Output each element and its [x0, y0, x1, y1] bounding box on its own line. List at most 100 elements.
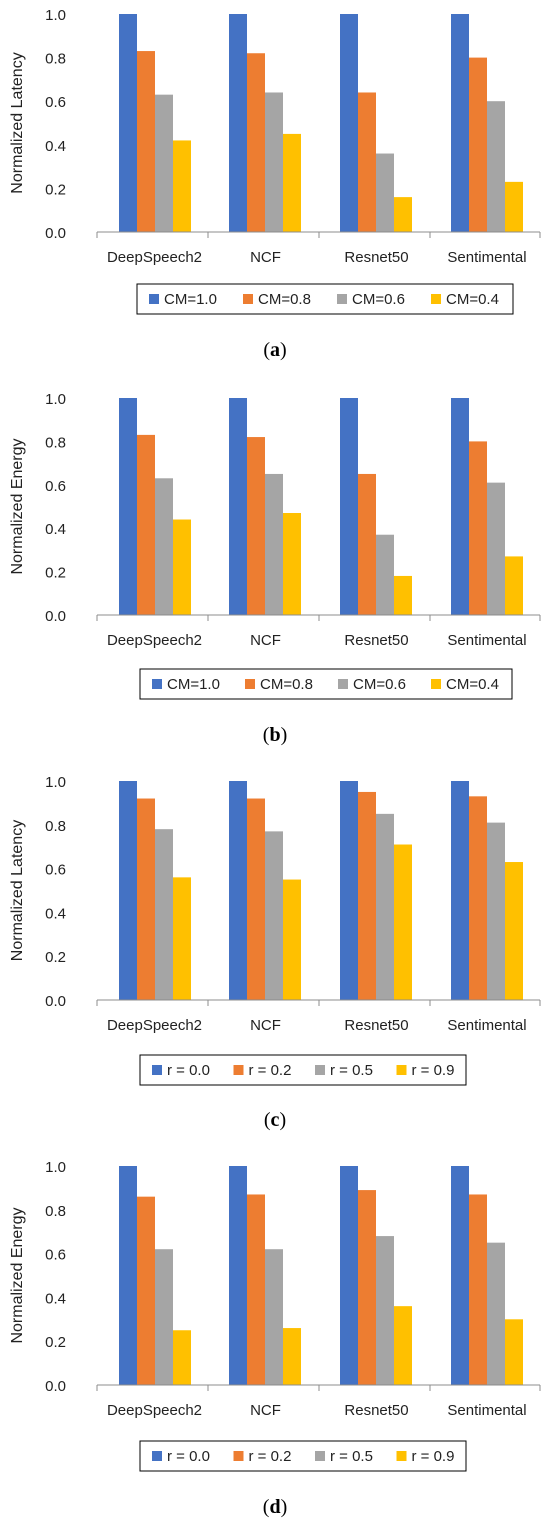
bar — [487, 482, 505, 615]
bar — [173, 877, 191, 1000]
bar — [283, 879, 301, 1000]
x-category-label: Resnet50 — [344, 1017, 408, 1034]
bar — [229, 14, 247, 232]
legend-label: CM=0.8 — [260, 676, 313, 693]
x-category-label: NCF — [250, 632, 281, 649]
legend-swatch — [245, 679, 255, 689]
y-tick-label: 0.8 — [45, 434, 66, 451]
bar — [376, 153, 394, 232]
legend-label: CM=0.6 — [352, 291, 405, 308]
bar — [247, 437, 265, 615]
bar — [394, 575, 412, 615]
bars — [119, 781, 523, 1000]
bar — [265, 92, 283, 232]
panel-label: (d) — [263, 1496, 287, 1518]
x-category-label: Sentimental — [447, 1402, 526, 1419]
x-category-label: NCF — [250, 249, 281, 266]
legend-box — [139, 668, 513, 700]
bar — [283, 1328, 301, 1385]
bar — [469, 57, 487, 232]
y-tick-label: 0.8 — [45, 818, 66, 835]
bar — [155, 1249, 173, 1385]
y-tick-label: 1.0 — [45, 1159, 66, 1176]
bar — [119, 781, 137, 1000]
bar — [119, 1166, 137, 1385]
bar — [487, 101, 505, 232]
y-tick-label: 0.4 — [45, 1290, 66, 1307]
bars — [119, 398, 523, 615]
bar — [376, 534, 394, 615]
bar — [247, 53, 265, 232]
legend-box — [136, 283, 514, 315]
y-tick-label: 0.0 — [45, 608, 66, 625]
bar — [137, 434, 155, 615]
bar — [505, 181, 523, 232]
legend-swatch — [431, 679, 441, 689]
bar — [376, 813, 394, 1000]
chart-panel-c: 0.0 0.2 0.4 0.6 0.8 1.0 Normalized Latency Deep… — [9, 774, 541, 1131]
bar — [394, 197, 412, 232]
bar — [358, 92, 376, 232]
bar — [358, 473, 376, 615]
y-tick-label: 0.8 — [45, 51, 66, 68]
legend-swatch — [149, 294, 159, 304]
legend-box — [139, 1440, 467, 1472]
legend-label: r = 0.2 — [249, 1062, 292, 1079]
x-category-label: Sentimental — [447, 632, 526, 649]
legend: CM=1.0 CM=0.8 CM=0.6 CM=0.4 — [139, 668, 513, 700]
bar — [451, 781, 469, 1000]
y-axis-label: Normalized Latency — [9, 820, 26, 961]
bar — [340, 1166, 358, 1385]
bar — [137, 798, 155, 1000]
bar — [265, 831, 283, 1000]
bar — [505, 1319, 523, 1385]
legend-label: r = 0.9 — [412, 1448, 455, 1465]
y-tick-label: 1.0 — [45, 391, 66, 408]
legend-label: CM=1.0 — [164, 291, 217, 308]
x-category-label: Sentimental — [447, 1017, 526, 1034]
y-tick-label: 0.8 — [45, 1203, 66, 1220]
bar — [137, 1196, 155, 1385]
legend-label: CM=1.0 — [167, 676, 220, 693]
legend-swatch — [152, 1451, 162, 1461]
bar — [358, 1190, 376, 1385]
legend-box — [139, 1054, 467, 1086]
legend: CM=1.0 CM=0.8 CM=0.6 CM=0.4 — [136, 283, 514, 315]
legend-swatch — [243, 294, 253, 304]
x-category-label: Resnet50 — [344, 1402, 408, 1419]
legend-swatch — [396, 1451, 407, 1461]
y-tick-label: 0.2 — [45, 949, 66, 966]
bar — [155, 829, 173, 1000]
legend: r = 0.0 r = 0.2 r = 0.5 r = 0.9 — [139, 1054, 467, 1086]
legend-swatch — [152, 679, 162, 689]
bar — [340, 14, 358, 232]
x-category-label: NCF — [250, 1402, 281, 1419]
x-category-label: Resnet50 — [344, 249, 408, 266]
legend-swatch — [337, 294, 347, 304]
y-tick-label: 0.4 — [45, 521, 66, 538]
panel-label: (c) — [264, 1109, 286, 1131]
legend-label: CM=0.6 — [353, 676, 406, 693]
bar — [340, 398, 358, 615]
legend-swatch — [431, 294, 441, 304]
chart-panel-b: 0.0 0.2 0.4 0.6 0.8 1.0 Normalized Energy DeepS… — [9, 391, 541, 746]
bar — [155, 478, 173, 615]
y-tick-label: 0.2 — [45, 1334, 66, 1351]
y-tick-label: 0.0 — [45, 993, 66, 1010]
legend-label: r = 0.0 — [167, 1448, 210, 1465]
legend-label: CM=0.8 — [258, 291, 311, 308]
bar — [119, 14, 137, 232]
bars — [119, 1166, 523, 1385]
legend-swatch — [233, 1065, 244, 1075]
bars — [119, 14, 523, 233]
x-category-label: DeepSpeech2 — [107, 249, 202, 266]
bar — [469, 796, 487, 1000]
bar — [451, 14, 469, 232]
bar — [229, 781, 247, 1000]
bar — [451, 1166, 469, 1385]
bar — [137, 51, 155, 233]
legend-swatch — [233, 1451, 244, 1461]
y-tick-label: 0.6 — [45, 94, 66, 111]
y-tick-label: 0.2 — [45, 181, 66, 198]
